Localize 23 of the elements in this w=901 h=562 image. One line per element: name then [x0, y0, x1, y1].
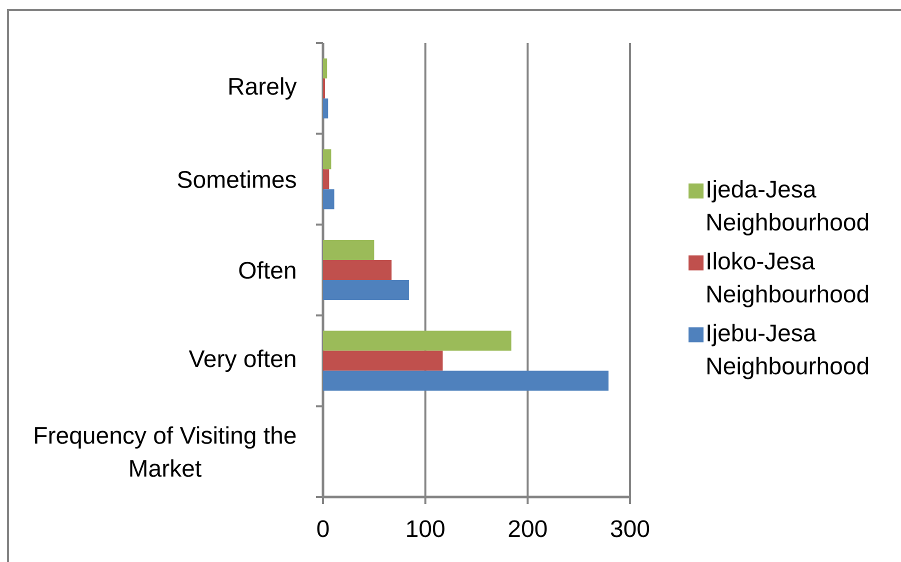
bar [323, 350, 443, 371]
bar [323, 370, 609, 391]
x-tick-label: 300 [610, 520, 650, 538]
bar [323, 58, 328, 78]
bar [323, 149, 332, 170]
legend-label: Ijeda-Jesa Neighbourhood [708, 180, 868, 236]
y-tick-label: Often [239, 261, 296, 279]
y-tick-label: Very often [188, 350, 296, 372]
bar [323, 280, 409, 300]
y-tick-label: Rarely [229, 77, 297, 100]
x-tick-label: 200 [508, 520, 547, 538]
bar [323, 260, 392, 280]
bar [323, 189, 334, 210]
y-tick-label: Frequency of Visiting the Market [35, 426, 296, 477]
bar [323, 98, 328, 118]
legend-label: Ijebu-Jesa Neighbourhood [708, 324, 868, 380]
y-tick-label: Sometimes [178, 170, 296, 188]
bar [323, 240, 374, 260]
bar [323, 169, 330, 190]
x-tick-label: 100 [407, 520, 444, 538]
x-tick-label: 0 [317, 520, 329, 538]
bar [323, 330, 512, 351]
legend-label: Iloko-Jesa Neighbourhood [708, 252, 868, 308]
